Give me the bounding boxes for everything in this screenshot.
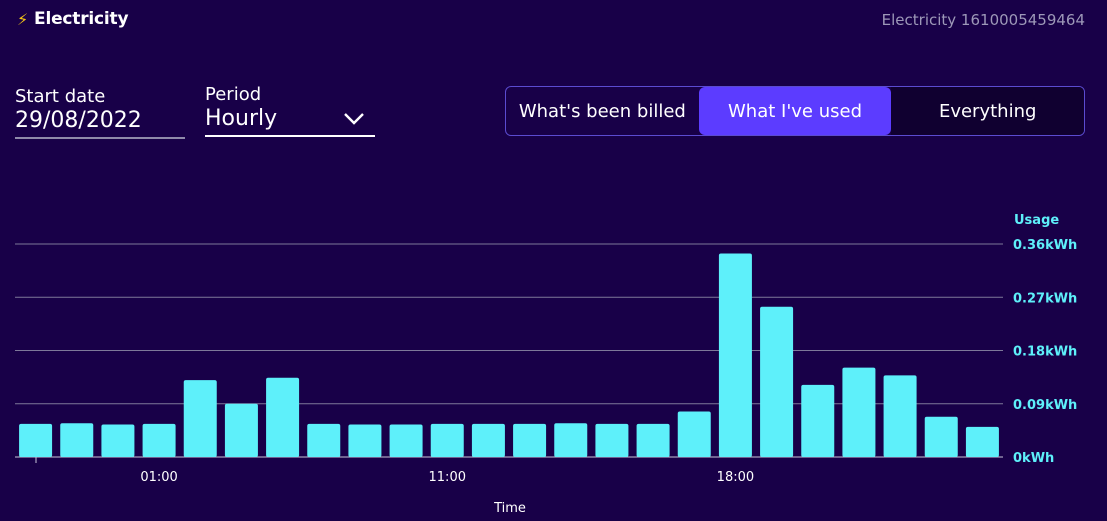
usage-bar[interactable]	[389, 424, 423, 457]
chevron-down-icon[interactable]	[343, 112, 365, 126]
usage-bar[interactable]	[595, 423, 629, 457]
usage-bar[interactable]	[842, 367, 876, 457]
y-tick-label: 0.36kWh	[1013, 238, 1077, 253]
y-tick-label: 0kWh	[1013, 451, 1054, 466]
y-tick-label: 0.27kWh	[1013, 291, 1077, 306]
x-tick-label: 18:00	[717, 470, 754, 485]
usage-bar[interactable]	[471, 423, 505, 457]
usage-bar[interactable]	[430, 423, 464, 457]
usage-bar[interactable]	[224, 403, 258, 457]
usage-bar[interactable]	[883, 375, 917, 457]
account-label: Electricity 1610005459464	[881, 11, 1085, 29]
usage-bar[interactable]	[183, 380, 217, 457]
start-date-underline	[15, 137, 185, 139]
usage-bar[interactable]	[348, 424, 382, 457]
usage-bar[interactable]	[513, 423, 547, 457]
usage-bar[interactable]	[60, 423, 94, 457]
period-underline	[205, 135, 375, 137]
start-date-field[interactable]: Start date 29/08/2022	[15, 86, 185, 139]
usage-bar[interactable]	[19, 423, 53, 457]
start-date-label: Start date	[15, 86, 106, 107]
x-axis-label: Time	[493, 501, 526, 516]
view-toggle: What's been billed What I've used Everyt…	[505, 86, 1085, 136]
usage-bar[interactable]	[307, 423, 341, 457]
usage-bar[interactable]	[677, 411, 711, 457]
page-title: ⚡ Electricity	[17, 9, 129, 29]
period-value[interactable]: Hourly	[205, 106, 278, 131]
lightning-bolt-icon: ⚡	[17, 9, 29, 29]
period-label: Period	[205, 84, 262, 105]
usage-bar[interactable]	[924, 416, 958, 457]
toggle-billed[interactable]: What's been billed	[518, 100, 686, 122]
y-tick-label: 0.09kWh	[1013, 398, 1077, 413]
usage-bar[interactable]	[554, 423, 588, 457]
page-title-text: Electricity	[34, 9, 129, 29]
usage-bar[interactable]	[266, 377, 300, 457]
x-tick-label: 01:00	[140, 470, 177, 485]
toggle-everything[interactable]: Everything	[891, 87, 1084, 135]
usage-bar[interactable]	[718, 253, 752, 457]
usage-bar[interactable]	[101, 424, 135, 457]
usage-bar[interactable]	[142, 423, 176, 457]
y-tick-label: 0.18kWh	[1013, 345, 1077, 360]
start-date-value[interactable]: 29/08/2022	[15, 108, 142, 133]
period-select[interactable]: Period Hourly	[205, 84, 375, 137]
usage-bar[interactable]	[760, 306, 794, 457]
usage-bar[interactable]	[801, 384, 835, 457]
x-tick-label: 11:00	[429, 470, 466, 485]
usage-bar[interactable]	[965, 426, 999, 457]
y-axis-label: Usage	[1014, 213, 1059, 228]
usage-chart: 01:00 11:00 18:00 0kWh 0.09kWh 0.18kWh 0.27kW…	[15, 213, 1077, 516]
usage-bar[interactable]	[636, 423, 670, 457]
toggle-used[interactable]: What I've used	[698, 87, 892, 135]
